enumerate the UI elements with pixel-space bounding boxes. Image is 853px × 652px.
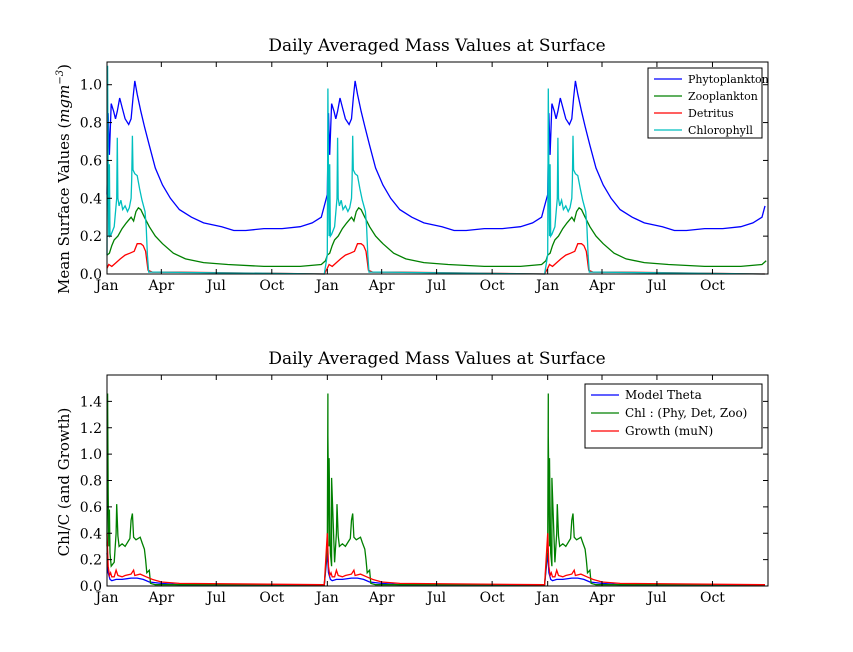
chart-top-title: Daily Averaged Mass Values at Surface [268,36,605,56]
chart-top: Daily Averaged Mass Values at Surface Me… [55,36,769,294]
x-tick-label: Jan [314,590,339,606]
x-tick-label: Jul [205,278,227,294]
series-line-phytoplankton [106,80,766,232]
series-line-chlorophyll [106,65,766,275]
chart-top-ylabel: Mean Surface Values (mgm−3) [55,64,73,294]
y-tick-label: 0.8 [80,116,102,132]
y-tick-label: 0.0 [80,267,102,283]
legend-box [647,67,763,139]
y-tick-label: 0.6 [80,500,102,516]
legend-label: Model Theta [625,388,702,402]
series-line-model-theta [106,552,765,586]
x-tick-label: Jan [534,278,559,294]
x-tick-label: Jul [645,278,667,294]
chart-bottom: Daily Averaged Mass Values at Surface Ch… [55,349,769,606]
y-tick-label: 0.6 [80,153,102,169]
x-tick-label: Apr [147,278,174,294]
legend-label: Chl : (Phy, Det, Zoo) [625,406,747,420]
y-tick-label: 1.2 [80,421,102,437]
series-line-zooplankton [106,206,767,268]
x-tick-label: Jan [314,278,339,294]
legend-label: Detritus [688,107,734,120]
legend-label: Phytoplankton [688,73,769,86]
plot-frame [106,61,769,275]
x-tick-label: Oct [259,278,284,294]
ylabel-close: ) [55,64,73,70]
y-tick-label: 1.4 [80,394,102,410]
series-line-detritus [106,243,766,275]
legend-label: Growth (muN) [625,424,713,438]
y-tick-label: 1.0 [80,78,102,94]
x-tick-label: Oct [700,278,725,294]
x-tick-label: Oct [480,590,505,606]
y-tick-label: 0.4 [80,191,102,207]
x-tick-label: Apr [368,278,395,294]
chart-bottom-title: Daily Averaged Mass Values at Surface [268,349,605,369]
x-tick-label: Apr [588,590,615,606]
y-tick-label: 0.8 [80,474,102,490]
x-tick-label: Jul [205,590,227,606]
ylabel-exp: −3 [55,70,66,85]
y-tick-label: 0.2 [80,553,102,569]
x-tick-label: Jul [425,590,447,606]
series-line-growth-mun- [106,533,766,586]
chart-bottom-ylabel: Chl/C (and Growth) [55,408,73,557]
y-tick-label: 0.4 [80,526,102,542]
x-tick-label: Apr [588,278,615,294]
y-tick-label: 0.0 [80,579,102,595]
legend-label: Chlorophyll [688,124,753,137]
x-tick-label: Oct [700,590,725,606]
x-tick-label: Jan [534,590,559,606]
series-line-chl-phy-det-zoo- [106,393,765,586]
legend-label: Zooplankton [688,90,758,103]
x-tick-label: Jul [645,590,667,606]
x-tick-label: Jan [94,590,119,606]
x-tick-label: Jul [425,278,447,294]
x-tick-label: Apr [147,590,174,606]
ylabel-main: Mean Surface Values ( [55,123,73,294]
x-tick-label: Oct [480,278,505,294]
y-tick-label: 0.2 [80,229,102,245]
x-tick-label: Apr [368,590,395,606]
x-tick-label: Jan [94,278,119,294]
y-tick-label: 1.0 [80,447,102,463]
x-tick-label: Oct [259,590,284,606]
ylabel-unit: mgm [55,85,73,123]
